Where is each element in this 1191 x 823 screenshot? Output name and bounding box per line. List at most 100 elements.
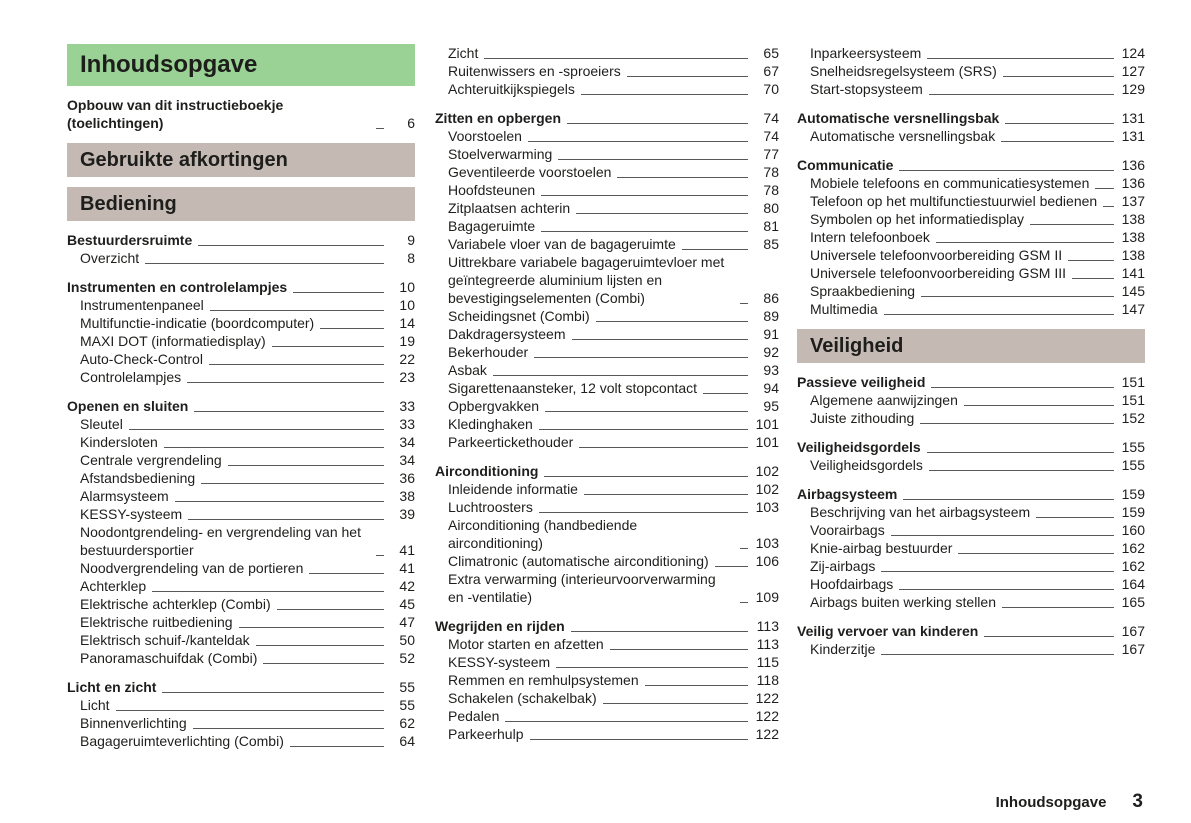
toc-entry[interactable]: Veiligheidsgordels 155 — [797, 456, 1145, 474]
leader-line — [271, 346, 384, 347]
toc-entry[interactable]: Juiste zithouding 152 — [797, 409, 1145, 427]
toc-entry[interactable]: Extra verwarming (interieurvoorverwarmin… — [435, 570, 779, 606]
toc-entry[interactable]: Achterklep 42 — [67, 577, 415, 595]
toc-entry[interactable]: Veiligheidsgordels 155 — [797, 438, 1145, 456]
toc-entry[interactable]: Afstandsbediening 36 — [67, 469, 415, 487]
toc-entry[interactable]: Noodvergrendeling van de portieren 41 — [67, 559, 415, 577]
toc-entry[interactable]: Sigarettenaansteker, 12 volt stopcontact… — [435, 379, 779, 397]
toc-entry[interactable]: Zitten en opbergen 74 — [435, 109, 779, 127]
toc-entry[interactable]: Instrumentenpaneel 10 — [67, 296, 415, 314]
toc-entry[interactable]: Multimedia 147 — [797, 300, 1145, 318]
toc-entry[interactable]: Telefoon op het multifunctiestuurwiel be… — [797, 192, 1145, 210]
section-banner-label: Gebruikte afkortingen — [80, 148, 288, 171]
toc-entry[interactable]: Zicht 65 — [435, 44, 779, 62]
toc-entry[interactable]: Scheidingsnet (Combi) 89 — [435, 307, 779, 325]
toc-entry[interactable]: Geventileerde voorstoelen 78 — [435, 163, 779, 181]
toc-entry[interactable]: Voorairbags 160 — [797, 521, 1145, 539]
toc-entry[interactable]: Beschrijving van het airbagsysteem 159 — [797, 503, 1145, 521]
toc-entry-page: 151 — [1121, 392, 1145, 408]
toc-entry[interactable]: Zitplaatsen achterin 80 — [435, 199, 779, 217]
toc-entry[interactable]: Uittrekbare variabele bagageruimtevloer … — [435, 253, 779, 307]
toc-entry[interactable]: Wegrijden en rijden 113 — [435, 617, 779, 635]
toc-entry[interactable]: Asbak 93 — [435, 361, 779, 379]
toc-entry[interactable]: Airbags buiten werking stellen 165 — [797, 593, 1145, 611]
toc-entry[interactable]: Automatische versnellingsbak 131 — [797, 109, 1145, 127]
toc-entry[interactable]: Start-stopsysteem 129 — [797, 80, 1145, 98]
toc-entry[interactable]: Panoramaschuifdak (Combi) 52 — [67, 649, 415, 667]
toc-entry[interactable]: Algemene aanwijzingen 151 — [797, 391, 1145, 409]
leader-line — [626, 76, 748, 77]
toc-entry[interactable]: Alarmsysteem 38 — [67, 487, 415, 505]
toc-entry[interactable]: Climatronic (automatische airconditionin… — [435, 552, 779, 570]
toc-entry[interactable]: Automatische versnellingsbak 131 — [797, 127, 1145, 145]
toc-entry[interactable]: Zij-airbags 162 — [797, 557, 1145, 575]
toc-entry[interactable]: KESSY-systeem 39 — [67, 505, 415, 523]
toc-entry[interactable]: Auto-Check-Control 22 — [67, 350, 415, 368]
toc-entry[interactable]: Variabele vloer van de bagageruimte 85 — [435, 235, 779, 253]
leader-line — [115, 710, 384, 711]
toc-entry[interactable]: Bagageruimteverlichting (Combi) 64 — [67, 732, 415, 750]
toc-entry-page: 102 — [755, 463, 779, 479]
toc-entry[interactable]: Sleutel 33 — [67, 415, 415, 433]
toc-entry[interactable]: Spraakbediening 145 — [797, 282, 1145, 300]
toc-entry[interactable]: Bekerhouder 92 — [435, 343, 779, 361]
toc-entry[interactable]: Voorstoelen 74 — [435, 127, 779, 145]
leader-line — [174, 501, 384, 502]
toc-entry[interactable]: Inparkeersysteem 124 — [797, 44, 1145, 62]
toc-entry[interactable]: Airbagsysteem 159 — [797, 485, 1145, 503]
toc-entry[interactable]: Licht 55 — [67, 696, 415, 714]
toc-entry[interactable]: Universele telefoonvoorbereiding GSM III… — [797, 264, 1145, 282]
leader-line — [1072, 278, 1114, 279]
toc-entry[interactable]: Snelheidsregelsysteem (SRS) 127 — [797, 62, 1145, 80]
toc-entry[interactable]: Openen en sluiten 33 — [67, 397, 415, 415]
toc-entry[interactable]: Instrumenten en controlelampjes 10 — [67, 278, 415, 296]
toc-entry[interactable]: Intern telefoonboek 138 — [797, 228, 1145, 246]
toc-entry[interactable]: Achteruitkijkspiegels 70 — [435, 80, 779, 98]
toc-entry[interactable]: Communicatie 136 — [797, 156, 1145, 174]
toc-entry[interactable]: Hoofdairbags 164 — [797, 575, 1145, 593]
leader-line — [903, 499, 1114, 500]
toc-entry-page: 14 — [399, 315, 415, 331]
toc-entry[interactable]: Universele telefoonvoorbereiding GSM II 1… — [797, 246, 1145, 264]
toc-entry[interactable]: Parkeerhulp 122 — [435, 725, 779, 743]
toc-entry[interactable]: Dakdragersysteem 91 — [435, 325, 779, 343]
toc-entry[interactable]: Mobiele telefoons en communicatiesysteme… — [797, 174, 1145, 192]
toc-entry[interactable]: Binnenverlichting 62 — [67, 714, 415, 732]
toc-entry[interactable]: Bestuurdersruimte 9 — [67, 231, 415, 249]
toc-entry[interactable]: Hoofdsteunen 78 — [435, 181, 779, 199]
toc-entry[interactable]: Pedalen 122 — [435, 707, 779, 725]
toc-entry[interactable]: Parkeertickethouder 101 — [435, 433, 779, 451]
toc-entry[interactable]: Stoelverwarming 77 — [435, 145, 779, 163]
toc-entry[interactable]: Elektrische achterklep (Combi) 45 — [67, 595, 415, 613]
toc-entry[interactable]: Kledinghaken 101 — [435, 415, 779, 433]
toc-entry[interactable]: MAXI DOT (informatiedisplay) 19 — [67, 332, 415, 350]
toc-entry[interactable]: Multifunctie-indicatie (boordcomputer) 14 — [67, 314, 415, 332]
toc-entry[interactable]: Opbouw van dit instructieboekje (toelich… — [67, 96, 415, 132]
toc-entry[interactable]: Remmen en remhulpsystemen 118 — [435, 671, 779, 689]
toc-entry[interactable]: Centrale vergrendeling 34 — [67, 451, 415, 469]
toc-entry[interactable]: Symbolen op het informatiedisplay 138 — [797, 210, 1145, 228]
toc-entry[interactable]: Veilig vervoer van kinderen 167 — [797, 622, 1145, 640]
toc-entry[interactable]: Schakelen (schakelbak) 122 — [435, 689, 779, 707]
toc-entry[interactable]: Controlelampjes 23 — [67, 368, 415, 386]
toc-entry[interactable]: KESSY-systeem 115 — [435, 653, 779, 671]
toc-entry[interactable]: Passieve veiligheid 151 — [797, 373, 1145, 391]
toc-entry[interactable]: Luchtroosters 103 — [435, 498, 779, 516]
toc-entry[interactable]: Ruitenwissers en -sproeiers 67 — [435, 62, 779, 80]
toc-entry[interactable]: Licht en zicht 55 — [67, 678, 415, 696]
toc-entry[interactable]: Bagageruimte 81 — [435, 217, 779, 235]
toc-entry[interactable]: Motor starten en afzetten 113 — [435, 635, 779, 653]
toc-entry-page: 38 — [399, 488, 415, 504]
toc-entry[interactable]: Overzicht 8 — [67, 249, 415, 267]
toc-entry[interactable]: Kindersloten 34 — [67, 433, 415, 451]
toc-entry[interactable]: Elektrische ruitbediening 47 — [67, 613, 415, 631]
toc-entry[interactable]: Kinderzitje 167 — [797, 640, 1145, 658]
toc-entry-label: Instrumenten en controlelampjes — [67, 279, 288, 295]
toc-entry[interactable]: Inleidende informatie 102 — [435, 480, 779, 498]
toc-entry[interactable]: Airconditioning 102 — [435, 462, 779, 480]
toc-entry[interactable]: Elektrisch schuif-/kanteldak 50 — [67, 631, 415, 649]
toc-entry[interactable]: Noodontgrendeling- en vergrendeling van … — [67, 523, 415, 559]
toc-entry[interactable]: Knie-airbag bestuurder 162 — [797, 539, 1145, 557]
toc-entry[interactable]: Opbergvakken 95 — [435, 397, 779, 415]
toc-entry[interactable]: Airconditioning (handbediende airconditi… — [435, 516, 779, 552]
